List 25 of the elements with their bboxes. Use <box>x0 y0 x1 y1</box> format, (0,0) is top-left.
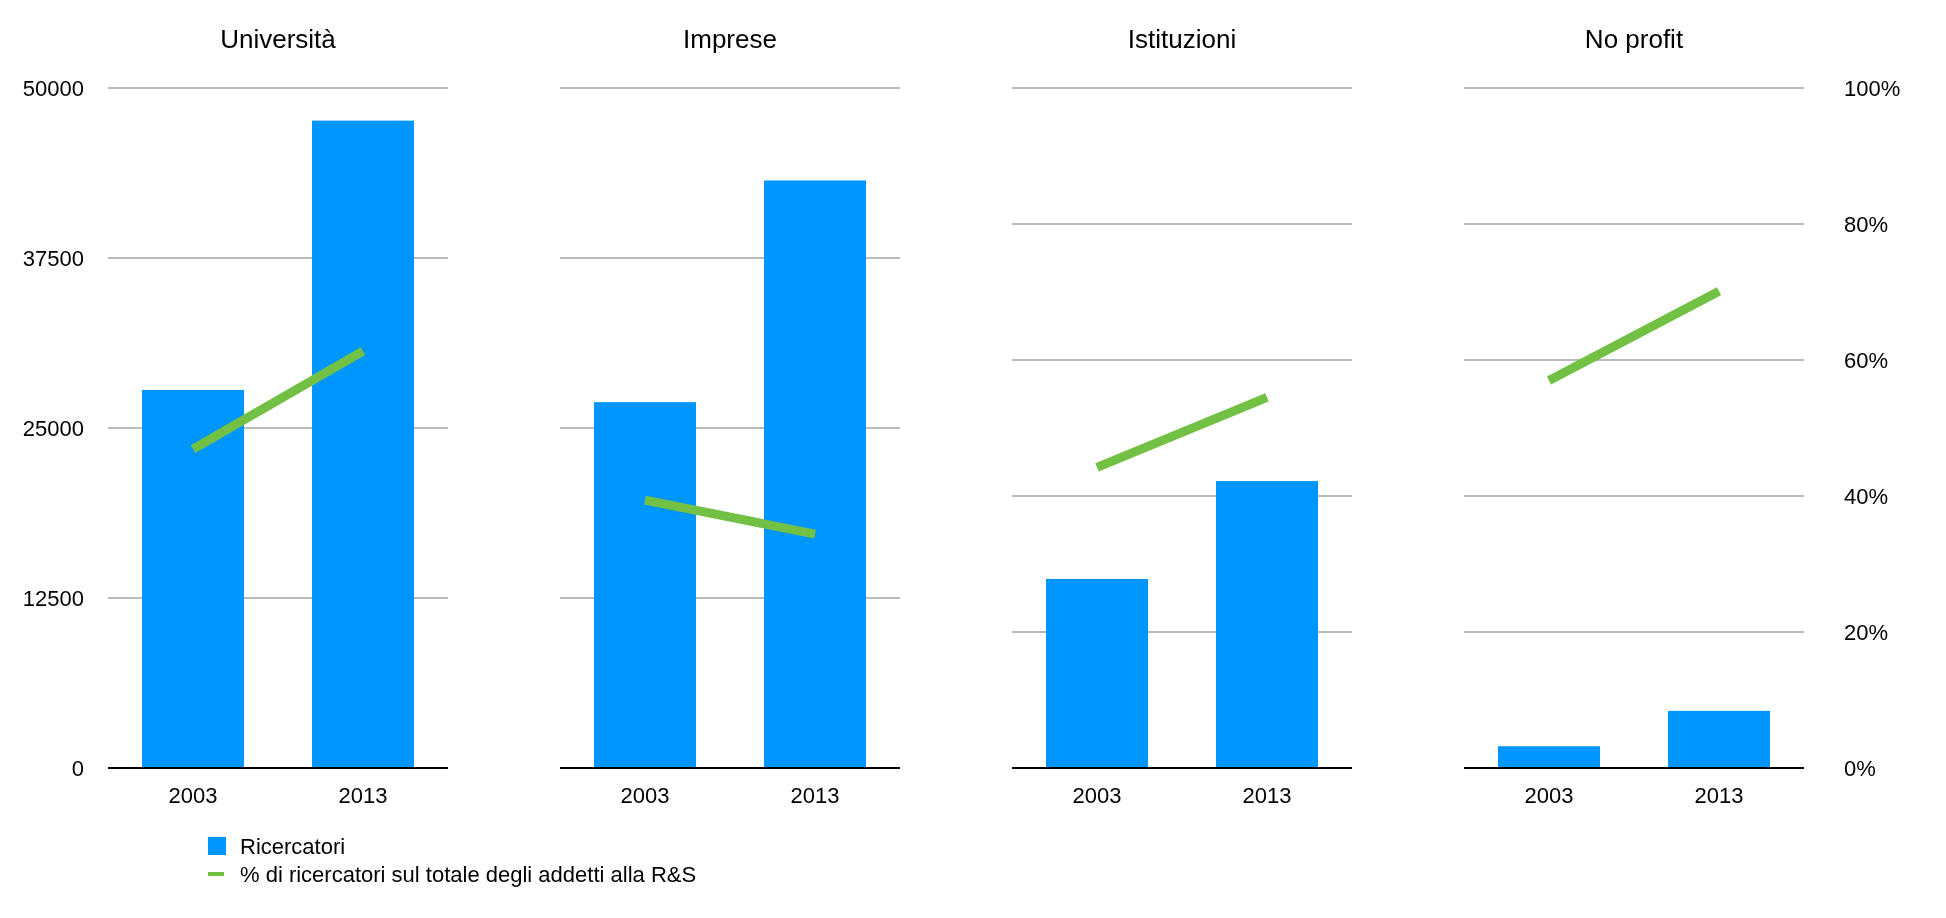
y2-tick-label: 60% <box>1844 347 1889 373</box>
x-tick-label: 2013 <box>1694 783 1744 808</box>
y-tick-label: 37500 <box>22 245 84 271</box>
chart-title: Università <box>220 24 337 54</box>
legend-label: Ricercatori <box>240 833 346 859</box>
x-tick-label: 2003 <box>1072 783 1122 808</box>
y-tick-label: 0 <box>71 755 84 781</box>
x-tick-label: 2003 <box>1524 783 1574 808</box>
y2-tick-label: 100% <box>1844 75 1901 101</box>
y2-tick-label: 0% <box>1844 755 1876 781</box>
y2-tick-label: 40% <box>1844 483 1889 509</box>
y-tick-label: 12500 <box>22 585 84 611</box>
x-tick-label: 2013 <box>338 783 388 808</box>
chart-title: No profit <box>1584 24 1684 54</box>
y2-tick-label: 20% <box>1844 619 1889 645</box>
legend-label: % di ricercatori sul totale degli addetti alla R&S <box>240 861 697 887</box>
chart-title: Istituzioni <box>1127 24 1237 54</box>
x-tick-label: 2003 <box>168 783 218 808</box>
x-tick-label: 2013 <box>790 783 840 808</box>
y-tick-label: 25000 <box>22 415 84 441</box>
x-tick-label: 2003 <box>620 783 670 808</box>
y-tick-label: 50000 <box>22 75 84 101</box>
chart-title: Imprese <box>683 24 777 54</box>
y2-tick-label: 80% <box>1844 211 1889 237</box>
x-tick-label: 2013 <box>1242 783 1292 808</box>
